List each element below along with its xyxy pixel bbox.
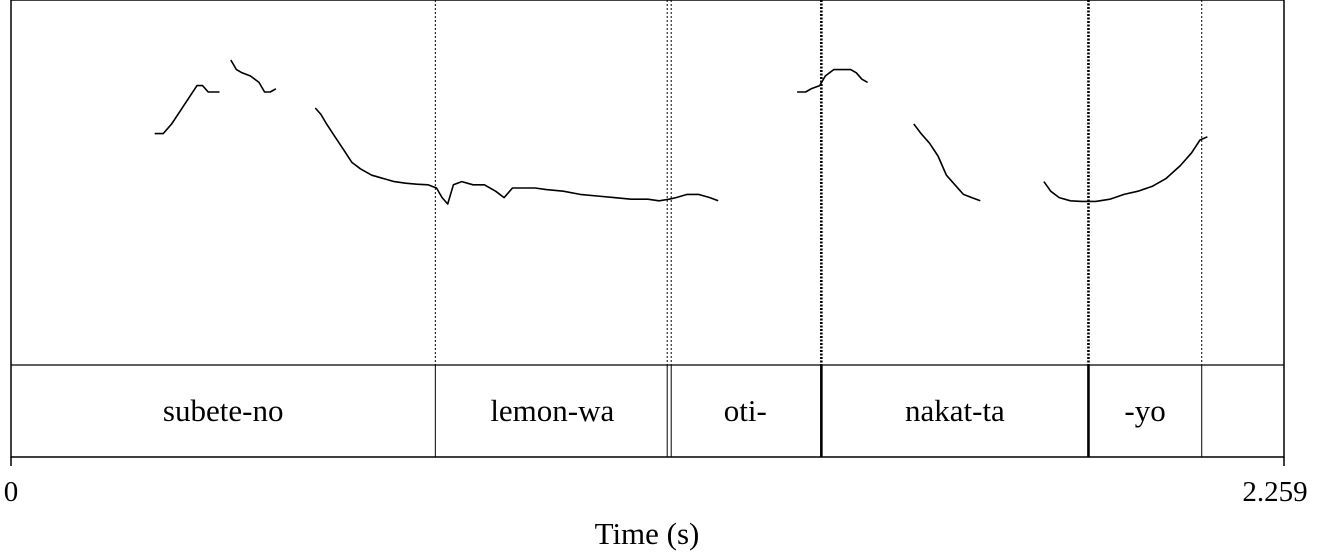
boundary-lines-layer xyxy=(434,0,1203,457)
pitch-track-layer xyxy=(154,59,1208,205)
x-tick-label-start: 0 xyxy=(4,476,19,508)
plot-frame xyxy=(10,0,1285,458)
pitch-contour-segment-1 xyxy=(154,84,220,135)
x-axis-label: Time (s) xyxy=(595,516,700,551)
pitch-contour-segment-3 xyxy=(314,107,719,205)
interval-label-2: lemon-wa xyxy=(490,393,614,428)
interval-label-1: subete-no xyxy=(163,393,284,428)
pitch-contour-segment-5 xyxy=(913,123,981,202)
interval-label-5: -yo xyxy=(1124,393,1165,428)
x-tick-label-end: 2.259 xyxy=(1242,476,1307,508)
interval-label-4: nakat-ta xyxy=(905,393,1005,428)
pitch-contour-segment-4 xyxy=(797,68,868,93)
segment-labels-layer: subete-no lemon-wa oti-nakat-ta -yo xyxy=(163,393,1166,428)
pitch-contour-segment-6 xyxy=(1043,136,1208,203)
interval-label-3: oti- xyxy=(724,393,767,428)
pitch-contour-segment-2 xyxy=(230,59,277,93)
